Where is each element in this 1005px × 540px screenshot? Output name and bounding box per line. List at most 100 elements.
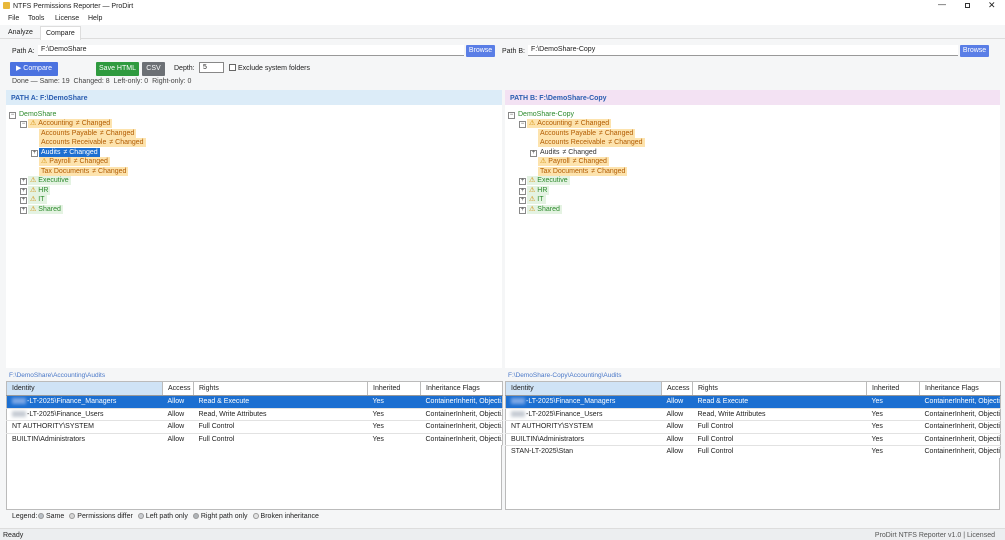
tree-label: HR xyxy=(537,186,548,194)
path-input[interactable]: F:\DemoShare-Copy xyxy=(528,45,958,56)
tree-expander[interactable]: + xyxy=(20,187,27,195)
tree-node[interactable]: Audits ≠ Changed xyxy=(39,147,100,157)
menu-bar xyxy=(0,12,1005,25)
tree-node[interactable]: DemoShare xyxy=(17,110,58,119)
legend-dot xyxy=(192,513,199,519)
tree-label: IT xyxy=(537,196,544,203)
tree-expander[interactable]: + xyxy=(31,149,38,157)
tree-expander[interactable]: − xyxy=(9,111,16,119)
tree-node[interactable]: ⚠ Shared xyxy=(527,204,562,214)
column-header[interactable]: Inherited xyxy=(866,381,920,396)
tree-badge: ≠ Changed xyxy=(75,120,111,127)
menu-item[interactable]: File xyxy=(8,15,20,22)
redacted-text xyxy=(12,398,26,405)
path-input[interactable]: F:\DemoShare xyxy=(38,45,464,56)
tree-node[interactable]: ⚠ HR xyxy=(28,185,51,195)
tree-node[interactable]: Audits ≠ Changed xyxy=(538,148,599,157)
column-header[interactable]: Inheritance Flags xyxy=(420,381,503,396)
column-header[interactable]: Inheritance Flags xyxy=(919,381,1001,396)
warning-icon: ⚠ xyxy=(30,205,37,213)
table-cell: Allow xyxy=(162,420,194,434)
tree-node[interactable]: DemoShare-Copy xyxy=(516,110,576,119)
minimize-button[interactable]: — xyxy=(938,0,946,9)
tree-expander[interactable]: + xyxy=(519,187,526,195)
path-label: Path A: xyxy=(12,48,35,55)
panel-header-text: PATH A: F:\DemoShare xyxy=(11,95,88,102)
tree-expander[interactable]: − xyxy=(519,121,526,128)
table-row[interactable]: -LT-2025\Finance_Managers Allow Read & Exe… xyxy=(505,395,1001,409)
tree-node[interactable]: ⚠ Payroll ≠ Changed xyxy=(39,157,110,166)
tree-node[interactable]: Accounts Receivable ≠ Changed xyxy=(39,138,146,147)
depth-spinner[interactable]: 5 xyxy=(199,62,224,73)
tree-node[interactable]: ⚠ Payroll ≠ Changed xyxy=(538,157,609,166)
csv-button[interactable]: CSV xyxy=(142,62,165,76)
table-cell: Yes xyxy=(367,433,421,446)
tree-node[interactable]: ⚠ HR xyxy=(527,185,550,195)
maximize-button[interactable] xyxy=(965,3,970,8)
tab[interactable]: Compare xyxy=(40,26,81,40)
tree-node[interactable]: Accounts Receivable ≠ Changed xyxy=(538,138,645,147)
table-cell: Yes xyxy=(866,395,920,409)
tree-label: HR xyxy=(38,186,49,194)
cell-text: Yes xyxy=(871,410,883,418)
cell-text: ContainerInherit, Objecti... xyxy=(924,398,1001,406)
table-cell: Read, Write Attributes xyxy=(692,408,867,421)
browse-button[interactable]: Browse xyxy=(466,45,495,57)
tree-expander[interactable]: + xyxy=(20,178,27,185)
tree-node[interactable]: Tax Documents ≠ Changed xyxy=(538,166,628,176)
table-row[interactable]: BUILTIN\Administrators Allow Full Control Y… xyxy=(505,433,1001,446)
tree-expander[interactable]: + xyxy=(530,149,537,157)
table-cell: Yes xyxy=(866,408,920,421)
exclude-checkbox[interactable] xyxy=(229,64,236,71)
tree-node[interactable]: Tax Documents ≠ Changed xyxy=(39,166,129,176)
menu-item[interactable]: Tools xyxy=(28,15,45,22)
column-header[interactable]: Rights xyxy=(193,381,368,396)
tree-node[interactable]: ⚠ Executive xyxy=(28,176,71,185)
cell-text: BUILTIN\Administrators xyxy=(12,435,85,443)
table-row[interactable]: -LT-2025\Finance_Users Allow Read, Write A… xyxy=(6,408,503,421)
menu-item[interactable]: Help xyxy=(88,15,103,22)
tree-node[interactable]: ⚠ IT xyxy=(527,195,546,204)
tree-expander[interactable]: + xyxy=(20,206,27,214)
cell-text: Allow xyxy=(167,410,185,418)
column-header[interactable]: Access xyxy=(661,381,693,396)
column-header[interactable]: Access xyxy=(162,381,194,396)
table-row[interactable]: -LT-2025\Finance_Managers Allow Read & Exe… xyxy=(6,395,503,409)
tree-expander[interactable]: − xyxy=(508,111,515,119)
table-row[interactable]: NT AUTHORITY\SYSTEM Allow Full Control Yes C… xyxy=(6,420,503,434)
tree-expander[interactable]: + xyxy=(519,178,526,185)
tree-node[interactable]: Accounts Payable ≠ Changed xyxy=(538,128,636,138)
compare-button[interactable]: ▶ Compare xyxy=(10,62,58,76)
menu-item[interactable]: License xyxy=(55,15,80,22)
tree-node[interactable]: ⚠ Executive xyxy=(527,176,570,185)
tree-node[interactable]: ⚠ Accounting ≠ Changed xyxy=(527,119,612,128)
cell-text: Yes xyxy=(372,410,384,418)
column-header[interactable]: Rights xyxy=(692,381,867,396)
column-header[interactable]: Identity xyxy=(505,381,662,396)
browse-button[interactable]: Browse xyxy=(960,45,989,57)
tree-expander[interactable]: + xyxy=(519,197,526,204)
cell-text: Full Control xyxy=(697,435,734,443)
tree-expander[interactable]: + xyxy=(519,206,526,214)
cell-text: -LT-2025\Finance_Users xyxy=(526,410,603,418)
table-row[interactable]: NT AUTHORITY\SYSTEM Allow Full Control Yes C… xyxy=(505,420,1001,434)
table-cell: ContainerInherit, Objecti... xyxy=(420,420,503,434)
column-header[interactable]: Identity xyxy=(6,381,163,396)
save-html-button[interactable]: Save HTML xyxy=(96,62,139,76)
tab[interactable]: Analyze xyxy=(8,29,33,36)
tree-node[interactable]: ⚠ Accounting ≠ Changed xyxy=(28,119,113,128)
tree-node[interactable]: ⚠ Shared xyxy=(28,204,63,214)
tree-label: Shared xyxy=(38,205,61,213)
column-header[interactable]: Inherited xyxy=(367,381,421,396)
table-row[interactable]: BUILTIN\Administrators Allow Full Control Y… xyxy=(6,433,503,446)
table-row[interactable]: -LT-2025\Finance_Users Allow Read, Write A… xyxy=(505,408,1001,421)
tree-expander[interactable]: + xyxy=(20,197,27,204)
table-cell: ContainerInherit, Objecti... xyxy=(919,408,1001,421)
tree-node[interactable]: Accounts Payable ≠ Changed xyxy=(39,128,137,138)
table-row[interactable]: STAN-LT-2025\Stan Allow Full Control Yes Con… xyxy=(505,445,1001,459)
tree-node[interactable]: ⚠ IT xyxy=(28,195,47,204)
close-button[interactable]: ✕ xyxy=(988,0,996,10)
tree-badge: ≠ Changed xyxy=(608,139,643,146)
tree-expander[interactable]: − xyxy=(20,121,27,128)
tree-label: Payroll xyxy=(49,158,71,165)
